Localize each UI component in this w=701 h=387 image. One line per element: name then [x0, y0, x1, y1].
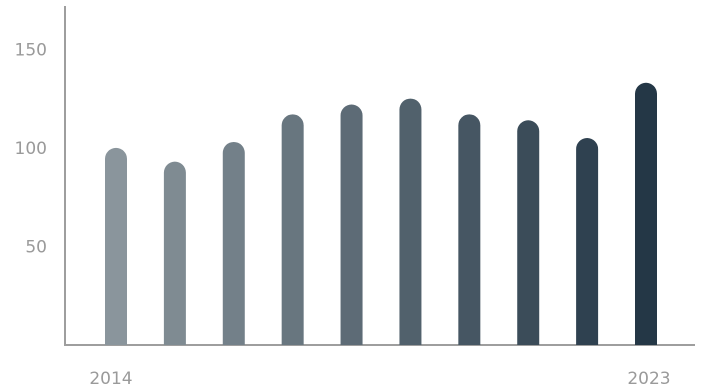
bar-2022: [576, 138, 599, 345]
x-tick-labels: 2014 2023: [89, 369, 670, 387]
y-tick-labels: 50 100 150: [15, 40, 47, 257]
y-tick-label-50: 50: [25, 237, 47, 257]
bar-2017: [281, 114, 304, 345]
bar-2020: [458, 114, 481, 345]
bar-2015: [163, 161, 186, 345]
y-tick-label-150: 150: [15, 40, 47, 60]
x-tick-label-2014: 2014: [89, 369, 132, 387]
bar-2016: [222, 141, 245, 345]
y-tick-label-100: 100: [15, 139, 47, 159]
x-tick-label-2023: 2023: [627, 369, 670, 387]
bar-2019: [399, 98, 422, 345]
bar-2023: [635, 82, 657, 346]
bar-2014: [105, 147, 127, 345]
bar-2018: [340, 104, 363, 346]
bars: [105, 82, 657, 346]
bar-2021: [517, 120, 540, 345]
